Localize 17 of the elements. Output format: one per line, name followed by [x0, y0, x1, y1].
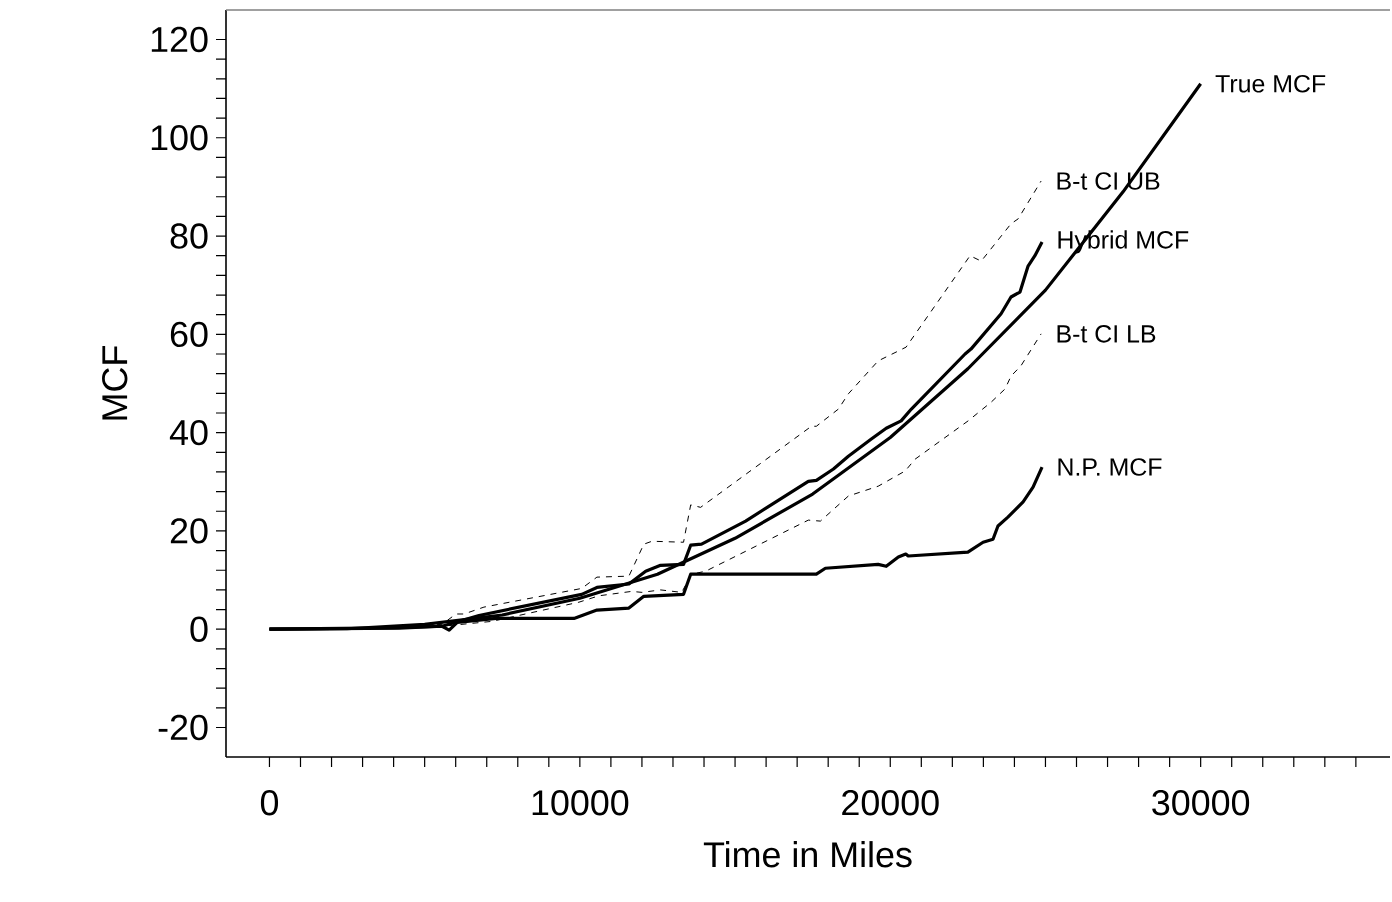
y-tick-label: 120 [151, 26, 208, 53]
series-label: B-t CI LB [1057, 325, 1156, 343]
y-tick-label: 100 [151, 125, 208, 151]
series-label: True MCF [1215, 74, 1326, 93]
y-axis-title: MCF [102, 346, 128, 420]
y-tick-label: 0 [190, 616, 208, 642]
y-tick-label: 20 [170, 518, 208, 544]
y-tick-label: 80 [170, 223, 208, 249]
y-tick-label: 60 [170, 321, 208, 348]
x-tick-label: 20000 [842, 790, 939, 816]
y-tick-label: -20 [158, 714, 208, 741]
x-tick-label: 30000 [1152, 790, 1250, 816]
x-tick-label: 0 [260, 790, 279, 816]
series-label: N.P. MCF [1058, 458, 1162, 476]
x-tick-label: 10000 [532, 790, 629, 816]
y-tick-label: 40 [169, 419, 208, 446]
x-axis-title: Time in Miles [703, 841, 912, 868]
